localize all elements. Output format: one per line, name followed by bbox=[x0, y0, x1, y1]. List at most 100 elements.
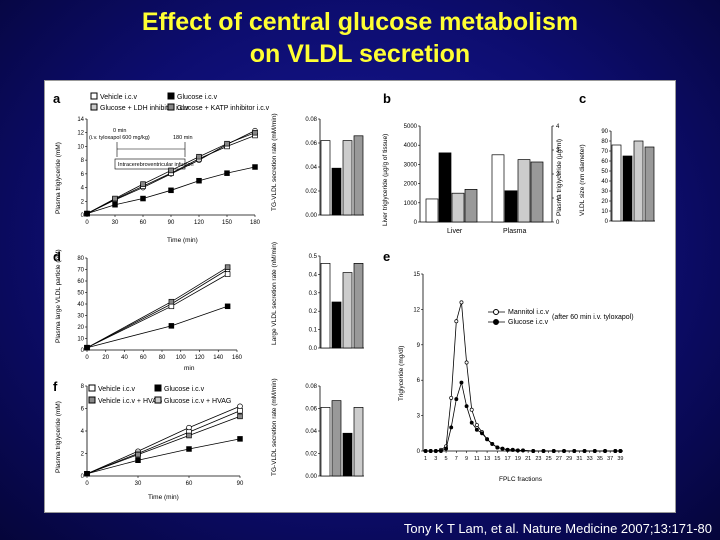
group-label-plasma: Plasma bbox=[503, 228, 526, 235]
x-tick-label: 29 bbox=[566, 456, 572, 462]
figure-panel: a b c d e f Vehicle i.c.v Glucose i.c.v … bbox=[44, 80, 676, 513]
data-point bbox=[459, 300, 464, 305]
panel-a-bar-ylabel: TG-VLDL secretion rate (mM/min) bbox=[271, 113, 278, 211]
y-tick-label: 0.06 bbox=[305, 407, 317, 413]
y-tick-label: 1000 bbox=[404, 201, 418, 207]
legend-swatch bbox=[88, 384, 96, 392]
y-tick-label: 6 bbox=[417, 378, 421, 384]
y-tick-label: 2 bbox=[556, 172, 560, 178]
series-line bbox=[86, 266, 228, 349]
data-point bbox=[541, 449, 546, 453]
y-tick-label: 10 bbox=[77, 337, 84, 343]
data-point bbox=[613, 449, 618, 453]
series-line bbox=[86, 438, 241, 475]
legend-swatch bbox=[167, 103, 175, 111]
data-point bbox=[84, 471, 90, 477]
legend-label: Glucose + LDH inhibitor i.c.v bbox=[100, 105, 189, 112]
x-tick-label: 60 bbox=[140, 220, 147, 226]
panel-label-b: b bbox=[383, 91, 391, 106]
y-tick-label: 20 bbox=[601, 199, 608, 205]
legend-label: Vehicle i.c.v bbox=[100, 94, 137, 101]
y-tick-label: 0 bbox=[81, 474, 85, 480]
bar bbox=[320, 263, 331, 349]
x-tick-label: 3 bbox=[434, 456, 437, 462]
data-point bbox=[469, 407, 474, 412]
data-point bbox=[505, 447, 510, 452]
data-point bbox=[112, 201, 118, 208]
y-tick-label: 80 bbox=[601, 139, 608, 145]
y-tick-label: 0.1 bbox=[309, 328, 318, 334]
y-tick-label: 40 bbox=[77, 302, 84, 308]
y-tick-label: 3000 bbox=[404, 162, 418, 168]
y-tick-label: 9 bbox=[417, 343, 421, 349]
y-tick-label: 50 bbox=[601, 169, 608, 175]
data-point bbox=[112, 195, 118, 202]
x-tick-label: 11 bbox=[474, 456, 480, 462]
data-point bbox=[562, 449, 566, 453]
bar bbox=[353, 135, 364, 216]
bar bbox=[353, 407, 364, 477]
bar bbox=[530, 161, 544, 223]
data-point bbox=[168, 187, 174, 194]
data-point bbox=[224, 170, 230, 176]
slide-title: Effect of central glucose metabolism on … bbox=[0, 6, 720, 70]
y-tick-label: 0.02 bbox=[305, 189, 317, 195]
data-point bbox=[515, 448, 520, 453]
y-tick-label: 15 bbox=[413, 272, 420, 278]
x-tick-label: 120 bbox=[194, 355, 205, 361]
panel-b-ylabel-left: Liver triglyceride (µg/g of tissue) bbox=[382, 134, 389, 226]
data-point bbox=[459, 380, 464, 385]
x-tick-label: 23 bbox=[535, 456, 541, 462]
data-point bbox=[196, 177, 202, 184]
annotation-t0: 0 min bbox=[113, 128, 126, 134]
panel-f-bar-ylabel: TG-VLDL secretion rate (mM/min) bbox=[271, 378, 278, 476]
data-point bbox=[500, 446, 505, 451]
data-point bbox=[135, 457, 141, 464]
data-point bbox=[454, 319, 459, 324]
y-tick-label: 8 bbox=[81, 384, 85, 390]
legend-swatch bbox=[90, 92, 98, 100]
panel-a-ylabel: Plasma triglyceride (mM) bbox=[55, 142, 62, 214]
citation: Tony K T Lam, et al. Nature Medicine 200… bbox=[403, 521, 712, 536]
panel-d-bar-ylabel: Large VLDL secretion rate (nM/min) bbox=[271, 242, 278, 345]
y-tick-label: 0.00 bbox=[305, 213, 317, 219]
bar bbox=[644, 146, 655, 222]
y-tick-label: 80 bbox=[77, 256, 84, 262]
series-line bbox=[86, 305, 228, 349]
x-tick-label: 31 bbox=[576, 456, 582, 462]
x-tick-label: 0 bbox=[85, 355, 89, 361]
bar bbox=[491, 154, 505, 223]
bar bbox=[504, 190, 518, 223]
x-tick-label: 33 bbox=[587, 456, 593, 462]
data-point bbox=[464, 360, 469, 365]
bar bbox=[517, 159, 531, 223]
bar bbox=[331, 400, 342, 477]
x-tick-label: 9 bbox=[465, 456, 468, 462]
y-tick-label: 10 bbox=[601, 209, 608, 215]
panel-label-e: e bbox=[383, 249, 390, 264]
y-tick-label: 0 bbox=[417, 449, 421, 455]
x-tick-label: 180 bbox=[250, 220, 261, 226]
x-tick-label: 90 bbox=[237, 481, 244, 487]
panel-f-xlabel: Time (min) bbox=[148, 494, 179, 501]
y-tick-label: 4 bbox=[81, 186, 85, 192]
y-tick-label: 10 bbox=[77, 144, 84, 150]
x-tick-label: 90 bbox=[168, 220, 175, 226]
chart-marks: 0 30 60 90 120 150 180024681012140.000.020.040… bbox=[77, 117, 655, 487]
legend-label: Vehicle i.c.v + HVAG bbox=[98, 398, 162, 405]
bar bbox=[331, 301, 342, 349]
y-tick-label: 4 bbox=[556, 124, 560, 130]
data-point bbox=[186, 446, 192, 452]
data-point bbox=[224, 264, 231, 270]
x-tick-label: 30 bbox=[135, 481, 142, 487]
annotation-t180: 180 min bbox=[173, 135, 193, 141]
data-point bbox=[490, 441, 495, 446]
legend-swatch bbox=[154, 396, 162, 404]
y-tick-label: 40 bbox=[601, 179, 608, 185]
x-tick-label: 27 bbox=[556, 456, 562, 462]
y-tick-label: 60 bbox=[77, 279, 84, 285]
y-tick-label: 0.08 bbox=[305, 117, 317, 123]
data-point bbox=[454, 397, 459, 402]
y-tick-label: 0.2 bbox=[309, 309, 318, 315]
data-point bbox=[603, 449, 608, 453]
